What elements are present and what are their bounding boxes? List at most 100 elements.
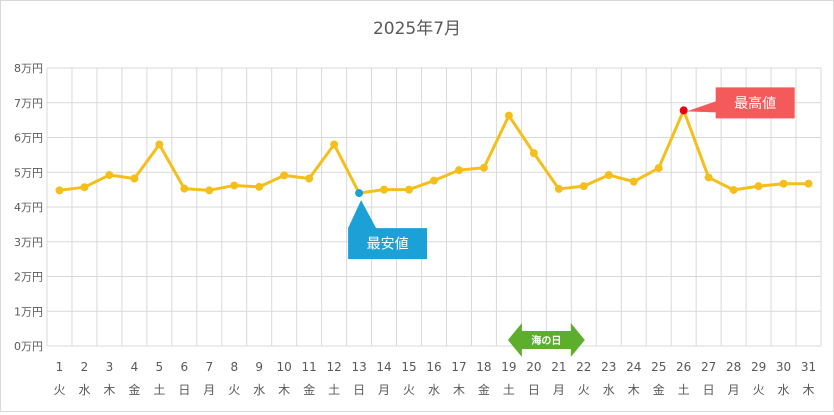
x-tick-label-day: 29 — [751, 360, 766, 374]
x-tick-label-day: 27 — [701, 360, 716, 374]
x-tick-label-weekday: 木 — [628, 383, 640, 397]
data-point — [629, 177, 638, 186]
data-point — [579, 182, 588, 191]
y-tick-label: 2万円 — [14, 271, 43, 284]
data-point — [405, 185, 414, 194]
x-tick-label-day: 22 — [576, 360, 591, 374]
x-tick-label-weekday: 水 — [603, 383, 615, 397]
data-point — [80, 183, 89, 192]
max-price-callout: 最高値 — [686, 87, 795, 119]
data-points — [55, 106, 813, 198]
x-tick-label-weekday: 火 — [53, 383, 65, 397]
x-tick-label-day: 23 — [601, 360, 616, 374]
data-point — [529, 149, 538, 158]
holiday-marker: 海の日 — [507, 323, 585, 357]
x-tick-label-weekday: 木 — [803, 383, 815, 397]
x-tick-label-day: 28 — [726, 360, 741, 374]
data-point — [230, 181, 239, 190]
x-tick-label-day: 14 — [376, 360, 391, 374]
x-tick-label-day: 20 — [526, 360, 541, 374]
x-tick-label-day: 12 — [326, 360, 341, 374]
x-tick-label-weekday: 土 — [678, 383, 690, 397]
y-tick-label: 0万円 — [14, 340, 43, 353]
data-point — [205, 186, 214, 195]
max-price-label: 最高値 — [734, 95, 776, 112]
x-tick-label-weekday: 火 — [578, 383, 590, 397]
y-axis-labels: 0万円 1万円 2万円 3万円 4万円 5万円 6万円 7万円 8万円 — [14, 62, 43, 353]
data-point — [779, 179, 788, 188]
data-point — [754, 182, 763, 191]
x-tick-label-weekday: 火 — [403, 383, 415, 397]
x-tick-label-day: 1 — [56, 360, 64, 374]
x-tick-label-day: 25 — [651, 360, 666, 374]
data-point — [679, 106, 688, 115]
holiday-label: 海の日 — [531, 334, 561, 347]
x-tick-label-weekday: 日 — [703, 383, 715, 397]
data-point — [604, 171, 613, 180]
data-point — [704, 173, 713, 182]
data-point — [380, 185, 389, 194]
x-tick-label-day: 30 — [776, 360, 791, 374]
x-tick-label-day: 31 — [801, 360, 816, 374]
max-price-callout-box — [686, 87, 795, 119]
y-tick-label: 6万円 — [14, 132, 43, 145]
x-tick-label-weekday: 日 — [353, 383, 365, 397]
y-tick-label: 7万円 — [14, 97, 43, 110]
x-tick-label-weekday: 月 — [728, 383, 740, 397]
data-point — [280, 171, 289, 180]
x-tick-label-weekday: 土 — [503, 383, 515, 397]
x-tick-label-day: 21 — [551, 360, 566, 374]
x-tick-label-weekday: 水 — [253, 383, 265, 397]
data-point — [554, 184, 563, 193]
x-tick-label-day: 3 — [106, 360, 114, 374]
x-tick-label-weekday: 月 — [553, 383, 565, 397]
x-tick-label-weekday: 日 — [178, 383, 190, 397]
x-tick-label-weekday: 月 — [203, 383, 215, 397]
y-tick-label: 1万円 — [14, 305, 43, 318]
data-point — [155, 140, 164, 149]
x-tick-label-weekday: 土 — [328, 383, 340, 397]
x-tick-label-weekday: 火 — [228, 383, 240, 397]
data-point — [305, 174, 314, 183]
x-tick-label-weekday: 金 — [478, 382, 490, 397]
min-price-label: 最安値 — [367, 237, 409, 253]
data-point — [255, 182, 264, 191]
data-point — [479, 163, 488, 172]
data-point — [430, 176, 438, 185]
data-point — [454, 166, 463, 175]
y-tick-label: 5万円 — [14, 166, 43, 179]
x-tick-label-weekday: 金 — [303, 382, 315, 397]
x-axis-labels: 1火2水3木4金5土6日7月8火9水10木11金12土13日14月15火16水1… — [53, 360, 816, 397]
x-tick-label-day: 8 — [230, 360, 238, 374]
min-price-callout: 最安値 — [348, 200, 428, 260]
x-tick-label-day: 13 — [351, 360, 366, 374]
x-tick-label-day: 11 — [302, 360, 317, 374]
x-tick-label-weekday: 火 — [753, 383, 765, 397]
x-tick-label-weekday: 金 — [128, 382, 140, 397]
chart-title: 2025年7月 — [373, 19, 461, 39]
x-tick-label-day: 17 — [451, 360, 466, 374]
y-tick-label: 4万円 — [14, 201, 43, 214]
x-tick-label-day: 10 — [277, 360, 292, 374]
x-tick-label-day: 5 — [156, 360, 164, 374]
min-price-callout-box — [348, 200, 428, 260]
x-tick-label-day: 18 — [476, 360, 491, 374]
x-tick-label-day: 15 — [401, 360, 416, 374]
x-tick-label-weekday: 土 — [153, 383, 165, 397]
x-tick-label-weekday: 月 — [378, 383, 390, 397]
x-tick-label-weekday: 金 — [653, 382, 665, 397]
series-price — [55, 106, 813, 198]
x-tick-label-weekday: 水 — [428, 383, 440, 397]
data-point — [330, 140, 339, 149]
data-point — [180, 184, 189, 193]
y-tick-label: 8万円 — [14, 62, 43, 75]
data-point — [504, 111, 513, 120]
data-point — [105, 171, 114, 180]
x-tick-label-weekday: 木 — [278, 383, 290, 397]
data-point — [804, 179, 813, 188]
holiday-arrow — [507, 323, 585, 357]
data-point — [654, 164, 663, 173]
x-tick-label-day: 4 — [131, 360, 139, 374]
data-point — [729, 185, 738, 194]
